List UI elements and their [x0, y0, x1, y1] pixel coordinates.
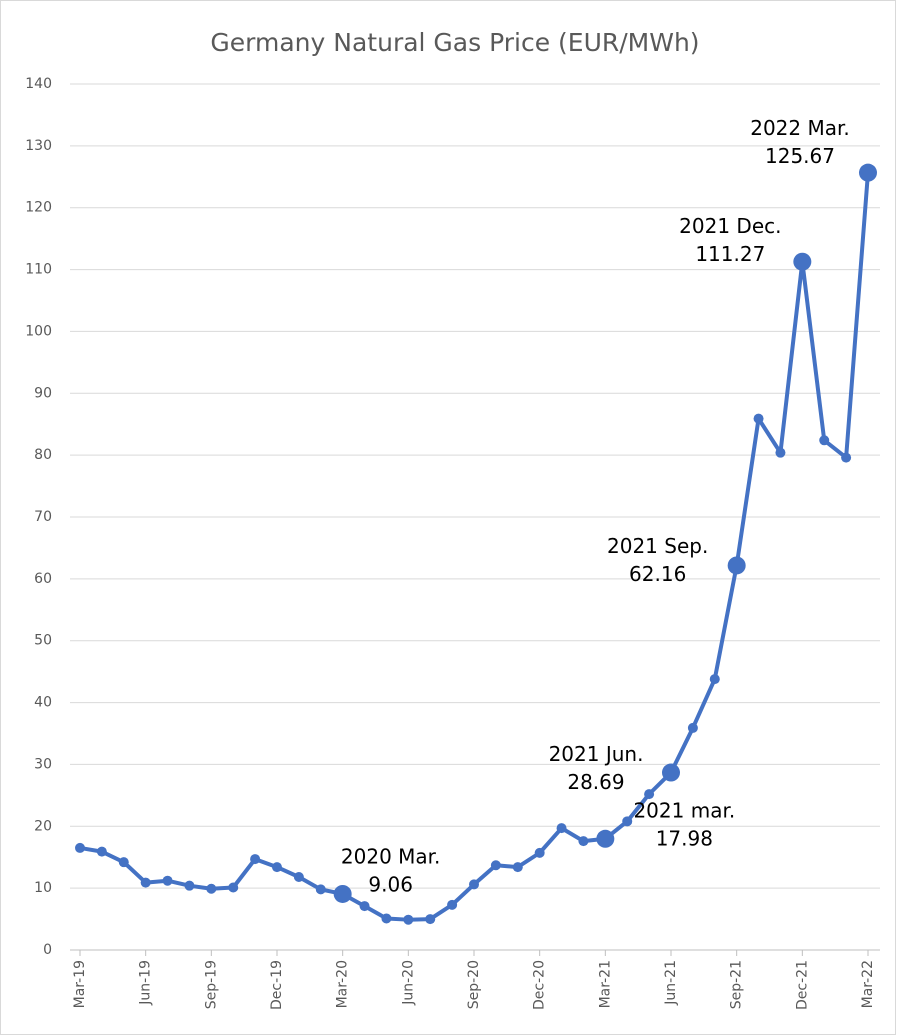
data-label: 111.27 — [695, 242, 765, 266]
point — [819, 435, 830, 446]
point — [469, 879, 479, 890]
y-tick-label: 40 — [34, 695, 52, 711]
y-tick-label: 90 — [34, 385, 52, 401]
point — [775, 447, 786, 458]
annotation-label: 2022 Mar. — [750, 116, 850, 140]
x-tick-label: Mar-19 — [72, 960, 88, 1008]
x-tick-label: Mar-20 — [335, 960, 351, 1008]
point — [228, 882, 239, 893]
point — [425, 914, 436, 925]
point — [118, 857, 129, 868]
y-tick-label: 30 — [34, 756, 52, 772]
point — [206, 883, 217, 894]
y-tick-label: 80 — [34, 447, 52, 463]
point — [753, 413, 764, 424]
point — [315, 884, 326, 895]
point — [534, 847, 545, 858]
x-tick-label: Mar-21 — [597, 960, 613, 1008]
x-tick-label: Dec-21 — [794, 960, 810, 1010]
data-label: 125.67 — [765, 144, 835, 168]
chart-title: Germany Natural Gas Price (EUR/MWh) — [210, 28, 699, 57]
point — [709, 674, 720, 685]
y-tick-label: 110 — [25, 262, 52, 278]
y-tick-label: 100 — [25, 323, 52, 339]
x-tick-label: Sep-19 — [203, 960, 219, 1009]
annotation-label: 2021 Sep. — [607, 534, 708, 558]
y-tick-label: 0 — [43, 942, 52, 958]
point — [841, 452, 852, 463]
x-tick-label: Sep-21 — [729, 960, 745, 1009]
point — [859, 163, 877, 182]
point — [381, 913, 392, 924]
y-tick-label: 140 — [25, 76, 52, 92]
x-tick-label: Jun-20 — [400, 960, 416, 1006]
y-tick-label: 60 — [34, 571, 52, 587]
point — [272, 862, 282, 873]
annotation-label: 2021 Jun. — [549, 742, 644, 766]
point — [512, 862, 523, 873]
point — [793, 252, 812, 271]
point — [490, 860, 501, 871]
point — [293, 872, 304, 883]
point — [687, 722, 698, 733]
annotation-label: 2021 mar. — [633, 798, 735, 822]
data-label: 9.06 — [368, 872, 413, 896]
y-tick-label: 70 — [34, 509, 52, 525]
point — [96, 846, 107, 857]
point — [140, 877, 151, 888]
x-tick-label: Jun-19 — [138, 960, 154, 1006]
point — [556, 823, 567, 834]
point — [596, 829, 615, 848]
point — [333, 884, 352, 903]
x-tick-label: Dec-20 — [532, 960, 548, 1010]
annotation-label: 2021 Dec. — [679, 214, 781, 238]
point — [622, 816, 633, 827]
annotation-label: 2020 Mar. — [341, 844, 441, 868]
data-label: 17.98 — [656, 826, 713, 850]
x-tick-label: Sep-20 — [466, 960, 482, 1009]
data-label: 28.69 — [567, 770, 624, 794]
x-tick-label: Mar-22 — [860, 960, 876, 1008]
y-tick-label: 50 — [34, 633, 52, 649]
x-tick-label: Jun-21 — [663, 960, 679, 1006]
point — [162, 875, 173, 886]
point — [184, 880, 195, 891]
point — [578, 836, 589, 847]
point — [75, 842, 85, 853]
point — [447, 899, 458, 910]
y-tick-label: 120 — [25, 200, 52, 216]
y-tick-label: 20 — [34, 818, 52, 834]
point — [644, 789, 655, 800]
point — [403, 914, 414, 925]
data-label: 62.16 — [629, 562, 686, 586]
point — [250, 854, 261, 865]
point — [662, 763, 680, 782]
point — [359, 901, 370, 912]
point — [727, 556, 746, 575]
x-tick-label: Dec-19 — [269, 960, 285, 1010]
y-tick-label: 10 — [34, 880, 52, 896]
y-tick-label: 130 — [25, 138, 52, 154]
